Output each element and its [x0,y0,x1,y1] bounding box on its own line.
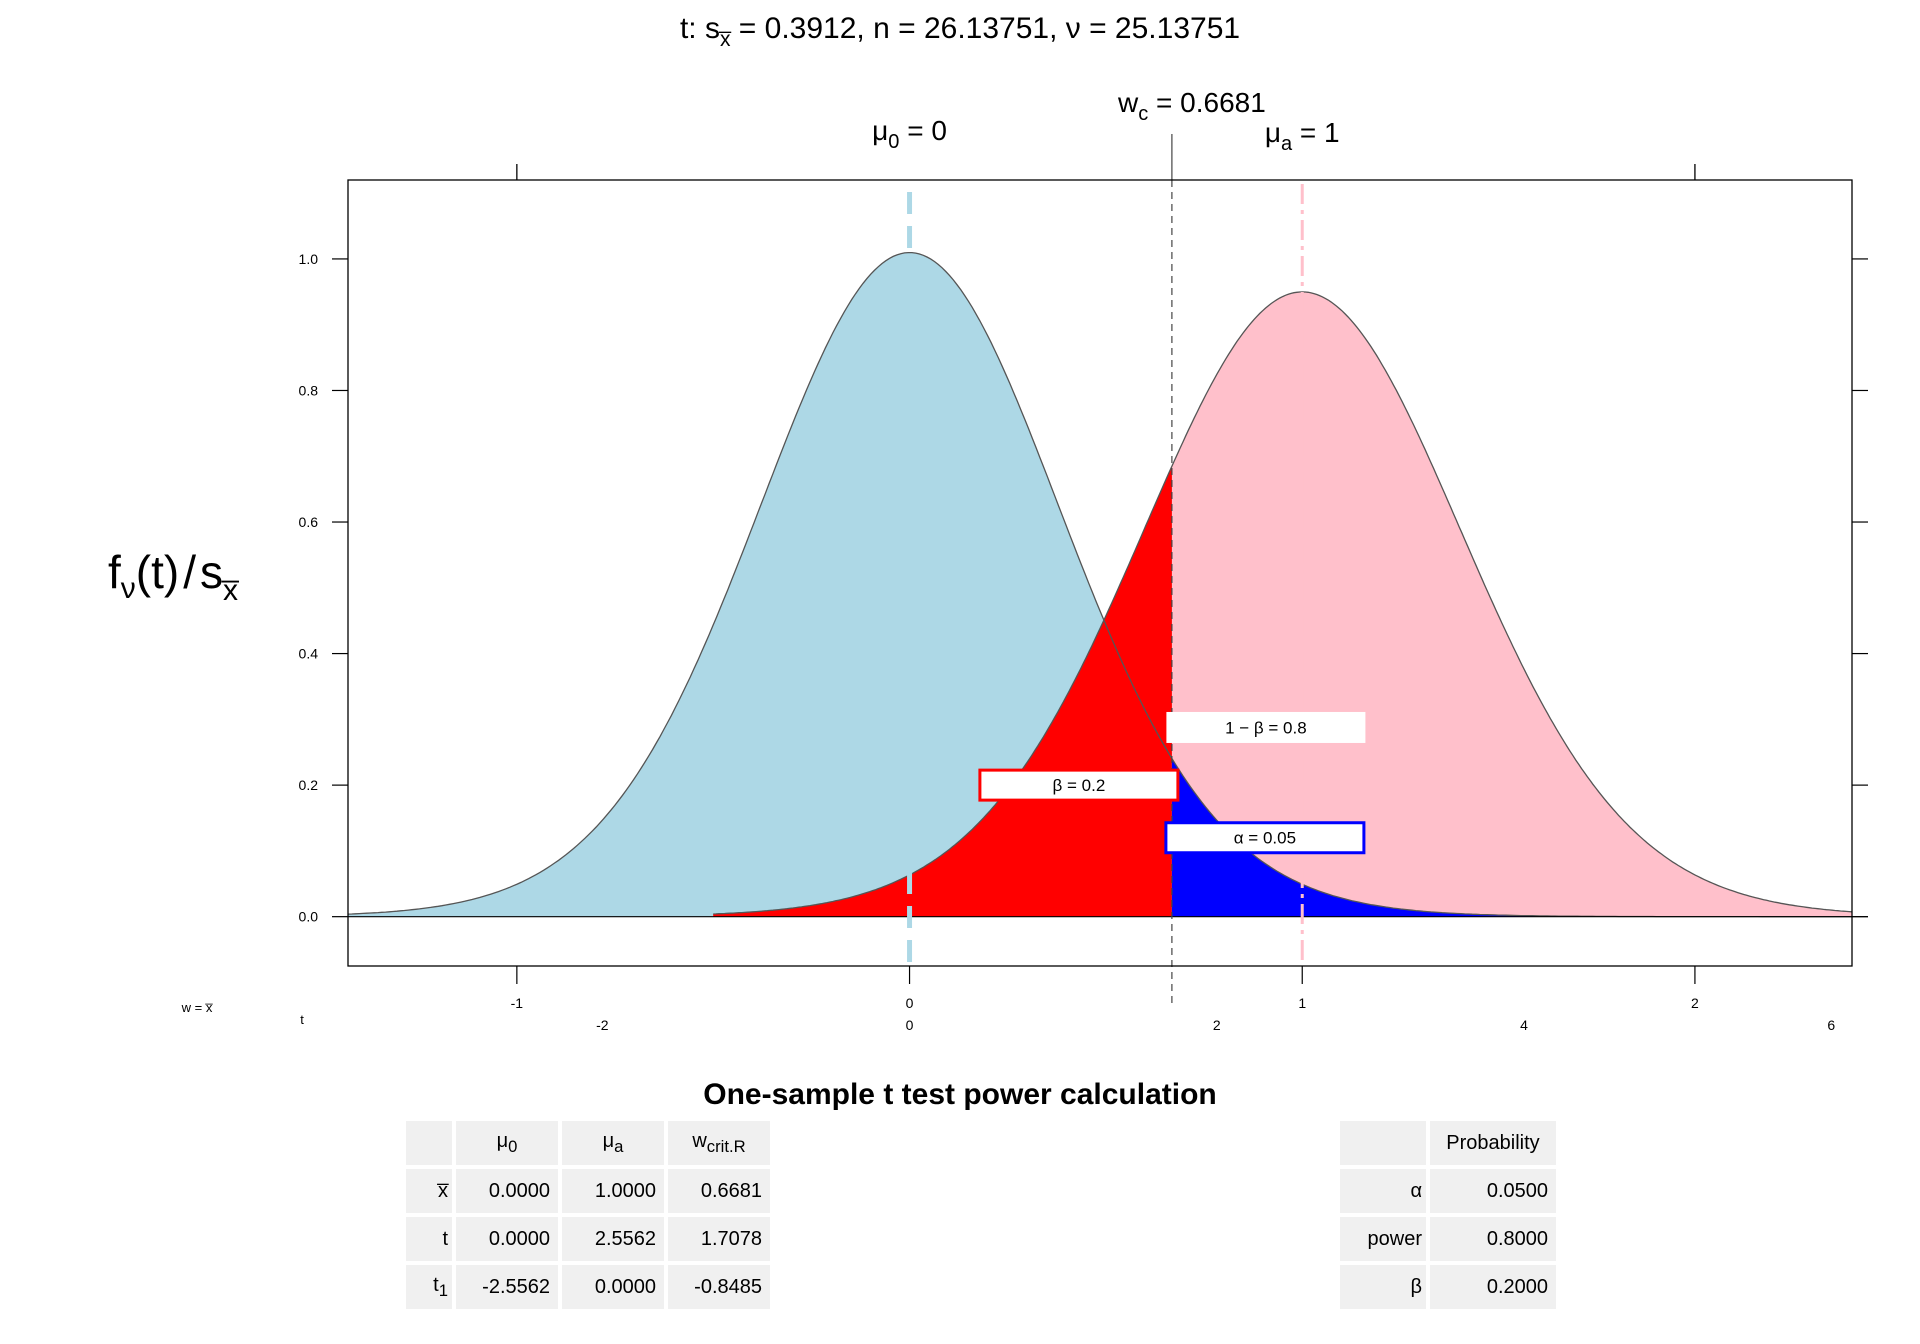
table-cell: 2.5562 [562,1217,664,1261]
table-cell: -2.5562 [456,1265,558,1309]
alpha-region-area [1171,758,1852,917]
row-header: t [406,1217,452,1261]
t-tick-label: 4 [1520,1017,1528,1033]
y-tick-label: 0.8 [299,382,319,398]
table-row: power 0.8000 [1340,1217,1556,1261]
w-tick-label: 0 [906,995,914,1011]
y-tick-label: 0.2 [299,777,319,793]
column-header-mua: μa [562,1121,664,1165]
row-header: power [1340,1217,1426,1261]
power-annotation: 1 − β = 0.8 [1166,711,1366,743]
table-cell: 1.0000 [562,1169,664,1213]
y-tick-label: 0.4 [299,646,319,662]
row-header: α [1340,1169,1426,1213]
top-axis [516,164,1696,180]
t-tick-label: 2 [1213,1017,1221,1033]
null-distribution-area [348,252,1852,917]
corner-cell [1340,1121,1426,1165]
alternative-density-curve [713,291,1853,915]
table-cell: 0.6681 [668,1169,770,1213]
table-row: t1 -2.5562 0.0000 -0.8485 [406,1265,770,1309]
alpha-annotation: α = 0.05 [1164,821,1366,855]
t-tick-label: 0 [906,1017,914,1033]
alpha-label: α = 0.05 [1234,829,1296,848]
table-cell: 0.0000 [456,1169,558,1213]
table-title: One-sample t test power calculation [703,1078,1217,1111]
t-axis: -2 0 2 4 6 t [300,1012,1835,1033]
beta-region-area [713,466,1172,917]
w-tick-label: -1 [511,995,524,1011]
table-cell: 0.0000 [456,1217,558,1261]
chart-title: t: sx̅ = 0.3912, n = 26.13751, ν = 25.13… [680,12,1240,51]
table-row: α 0.0500 [1340,1169,1556,1213]
w-tick-label: 1 [1298,995,1306,1011]
row-header: t1 [406,1265,452,1309]
y-tick-label: 0.0 [299,909,319,925]
w-axis: -1 0 1 2 w = x̅ [181,966,1699,1015]
t-tick-label: -2 [596,1017,609,1033]
table-cell: -0.8485 [668,1265,770,1309]
table-row: β 0.2000 [1340,1265,1556,1309]
y-axis: 0.0 0.2 0.4 0.6 0.8 1.0 [299,251,1868,925]
y-axis-label: fν(t)/sx̅ [108,546,239,607]
beta-label: β = 0.2 [1053,776,1106,795]
table-cell: 0.0000 [562,1265,664,1309]
t-axis-name: t [300,1012,304,1027]
y-tick-label: 1.0 [299,251,319,267]
table-cell: 0.8000 [1430,1217,1556,1261]
t-tick-label: 6 [1827,1017,1835,1033]
power-label: 1 − β = 0.8 [1225,718,1307,737]
quantiles-table: μ0 μa wcrit.R x̅ 0.0000 1.0000 0.6681 t … [402,1117,774,1313]
table-row: t 0.0000 2.5562 1.7078 [406,1217,770,1261]
mu0-label: μ0 = 0 [872,115,947,153]
y-tick-label: 0.6 [299,514,319,530]
critical-value-label: wc = 0.6681 [1117,87,1266,125]
probability-table: Probability α 0.0500 power 0.8000 β 0.20… [1336,1117,1560,1313]
row-header: β [1340,1265,1426,1309]
table-cell: 0.2000 [1430,1265,1556,1309]
table-cell: 1.7078 [668,1217,770,1261]
column-header-probability: Probability [1430,1121,1556,1165]
table-row: x̅ 0.0000 1.0000 0.6681 [406,1169,770,1213]
beta-annotation: β = 0.2 [978,768,1180,802]
column-header-wcrit: wcrit.R [668,1121,770,1165]
w-tick-label: 2 [1691,995,1699,1011]
row-header: x̅ [406,1169,452,1213]
plot-frame [347,179,1853,967]
column-header-mu0: μ0 [456,1121,558,1165]
alternative-distribution-area [713,291,1853,917]
table-cell: 0.0500 [1430,1169,1556,1213]
w-axis-name: w = x̅ [181,1000,213,1015]
corner-cell [406,1121,452,1165]
mua-label: μa = 1 [1265,117,1340,155]
